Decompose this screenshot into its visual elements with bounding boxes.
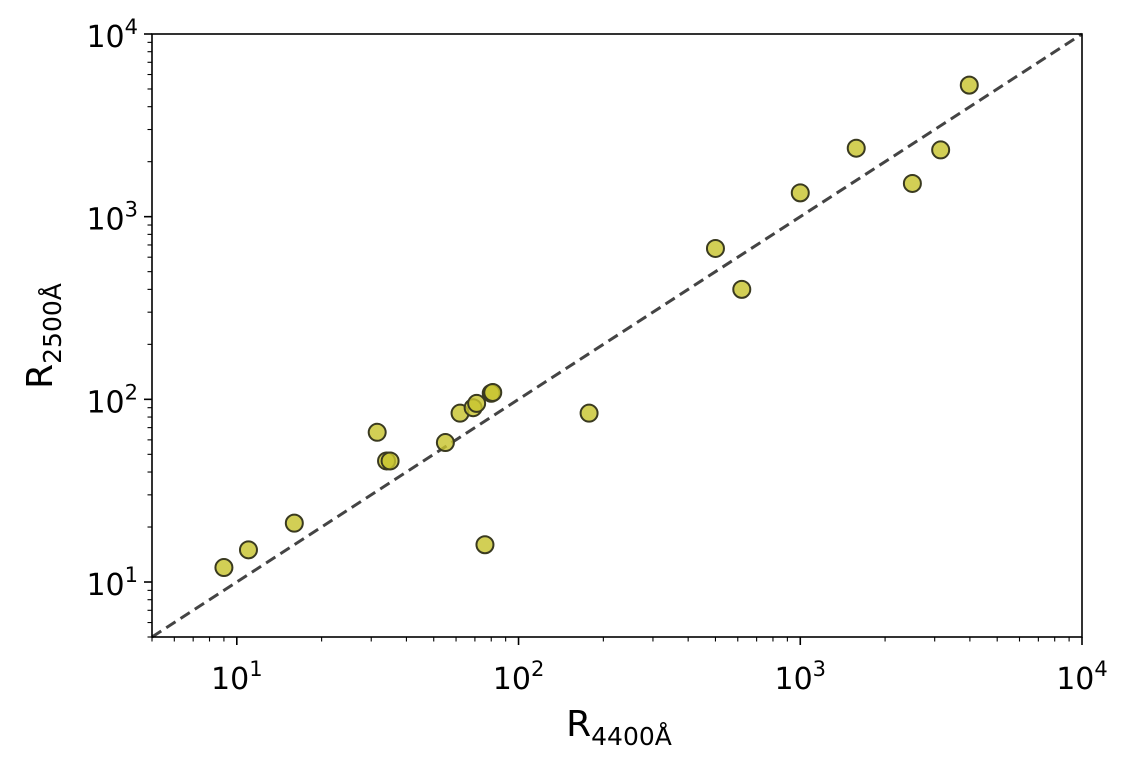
x-tick-label-exponent: 3 bbox=[813, 657, 826, 681]
x-tick-label-exponent: 2 bbox=[531, 657, 544, 681]
y-tick-label-base: 10 bbox=[86, 203, 124, 238]
y-tick-label-base: 10 bbox=[86, 568, 124, 603]
y-tick-label: 104 bbox=[86, 15, 138, 55]
x-axis-label-main: R bbox=[566, 704, 591, 745]
x-tick-label-exponent: 4 bbox=[1094, 657, 1107, 681]
y-tick-label-base: 10 bbox=[86, 20, 124, 55]
data-point bbox=[959, 75, 979, 95]
data-point bbox=[790, 183, 810, 203]
data-point bbox=[238, 540, 258, 560]
y-tick-label-exponent: 4 bbox=[125, 15, 138, 39]
x-tick-label-base: 10 bbox=[774, 662, 812, 697]
y-tick-label: 102 bbox=[86, 380, 138, 420]
data-point bbox=[284, 513, 304, 533]
data-points bbox=[214, 75, 979, 578]
x-tick-label: 104 bbox=[1056, 657, 1108, 697]
y-axis-label: R2500Å bbox=[20, 283, 67, 389]
data-point bbox=[435, 433, 455, 453]
y-tick-label-base: 10 bbox=[86, 385, 124, 420]
x-tick-label-base: 10 bbox=[1056, 662, 1094, 697]
reference-line-y-equals-x bbox=[151, 32, 1083, 639]
x-tick-label-base: 10 bbox=[211, 662, 249, 697]
y-tick-label: 101 bbox=[86, 563, 138, 603]
data-point bbox=[214, 558, 234, 578]
data-point bbox=[475, 535, 495, 555]
y-axis-label-subscript: 2500Å bbox=[38, 283, 67, 364]
data-point bbox=[367, 422, 387, 442]
x-tick-label-base: 10 bbox=[493, 662, 531, 697]
data-point bbox=[467, 393, 487, 413]
plot-frame bbox=[151, 33, 1083, 638]
data-point bbox=[902, 173, 922, 193]
y-tick-label-exponent: 3 bbox=[125, 198, 138, 222]
data-point bbox=[846, 138, 866, 158]
data-point bbox=[579, 403, 599, 423]
data-point bbox=[705, 238, 725, 258]
x-axis-label-subscript: 4400Å bbox=[591, 722, 672, 751]
y-tick-label-exponent: 2 bbox=[125, 380, 138, 404]
x-tick-label-exponent: 1 bbox=[249, 657, 262, 681]
x-tick-label: 101 bbox=[211, 657, 263, 697]
data-point bbox=[380, 451, 400, 471]
y-tick-label-exponent: 1 bbox=[125, 563, 138, 587]
y-tick-label: 103 bbox=[86, 198, 138, 238]
x-tick-label: 102 bbox=[493, 657, 545, 697]
data-point bbox=[732, 279, 752, 299]
data-point bbox=[931, 140, 951, 160]
x-tick-label: 103 bbox=[774, 657, 826, 697]
x-axis-label: R4400Å bbox=[566, 704, 672, 751]
data-point bbox=[483, 383, 503, 403]
y-axis-label-main: R bbox=[20, 364, 61, 389]
